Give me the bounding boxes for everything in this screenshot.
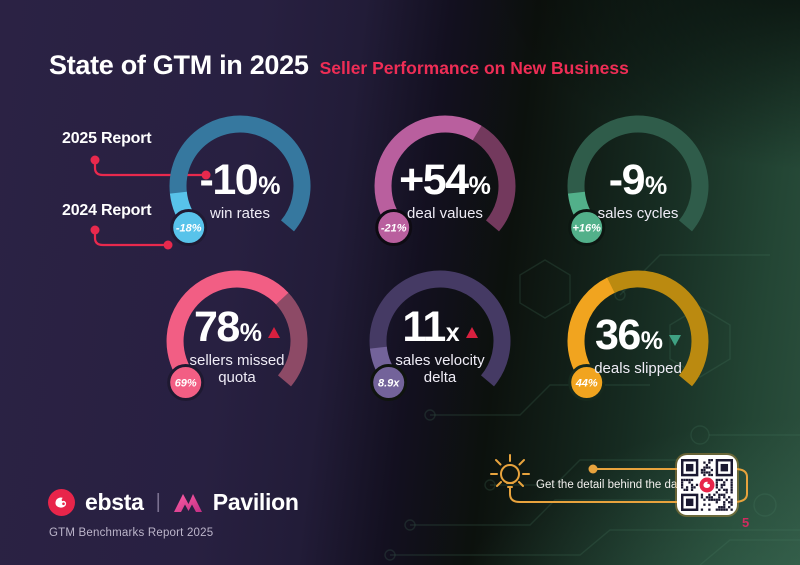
gauge-2024-badge: +16% [572, 223, 601, 235]
ebsta-logo-icon [48, 489, 75, 516]
gauge-metric-label: sales cycles [597, 205, 679, 223]
gauge-deal-values: -21% +54% deal values [345, 106, 545, 266]
gauge-value: -10% [199, 156, 281, 205]
gauge-metric-label: deal values [407, 205, 483, 223]
gauge-metric-label: sales velocity delta [395, 351, 485, 386]
gauge-arc: +16% [567, 115, 709, 247]
gauge-2024-badge: 8.9x [378, 378, 400, 390]
gauge-arc: -18% [169, 115, 311, 247]
callout-text: Get the detail behind the data. [536, 479, 691, 491]
legend-2025-report: 2025 Report [62, 130, 152, 147]
gauge-value: +54% [399, 156, 491, 205]
gauge-2024-badge: 44% [575, 378, 598, 390]
legend-2024-report: 2024 Report [62, 202, 152, 219]
gauge-arc: 44% [567, 270, 709, 402]
gauge-value: 78% [194, 305, 281, 349]
gauge-arc: -21% [374, 115, 516, 247]
gauge-win-rates: -18% -10% win rates [140, 106, 340, 266]
gauge-2024-badge: -18% [176, 223, 202, 235]
page-number: 5 [742, 515, 750, 530]
trend-up-icon [268, 326, 281, 338]
gauge-value: 36% [595, 314, 682, 357]
report-label: GTM Benchmarks Report 2025 [49, 527, 214, 539]
brand-pavilion: Pavilion [212, 489, 299, 515]
page-subtitle: Seller Performance on New Business [319, 58, 629, 78]
gauge-sellers-missed-quota: 69% 78% sellers missed quota [137, 261, 337, 421]
lightbulb-icon [490, 454, 530, 488]
gauge-arc: 69% [166, 270, 308, 402]
brand-divider: | [155, 491, 161, 513]
gauge-2024-badge: -21% [381, 223, 407, 235]
trend-down-icon [669, 335, 682, 347]
qr-code [677, 455, 737, 515]
callout-connector [490, 454, 748, 503]
trend-up-icon [465, 326, 478, 338]
pavilion-logo-icon [173, 494, 202, 512]
gauge-sales-velocity-delta: 8.9x 11 x sales velocity delta [340, 261, 540, 421]
gauge-metric-label: deals slipped [594, 360, 682, 378]
gauge-arc: 8.9x [369, 270, 511, 402]
gauge-metric-label: sellers missed quota [189, 351, 285, 386]
page-title: State of GTM in 2025 [49, 50, 309, 80]
gauge-value: 11 x [402, 305, 478, 349]
gauge-metric-label: win rates [209, 205, 271, 223]
gauge-deals-slipped: 44% 36% deals slipped [538, 261, 738, 421]
brand-row: ebsta | Pavilion [48, 489, 299, 516]
header: State of GTM in 2025 Seller Performance … [49, 50, 629, 81]
legend-connector-lines [90, 155, 211, 250]
gauge-sales-cycles: +16% -9% sales cycles [538, 106, 738, 266]
brand-ebsta: ebsta [85, 489, 144, 515]
gauge-value: -9% [608, 156, 668, 205]
gauge-2024-badge: 69% [175, 378, 197, 390]
